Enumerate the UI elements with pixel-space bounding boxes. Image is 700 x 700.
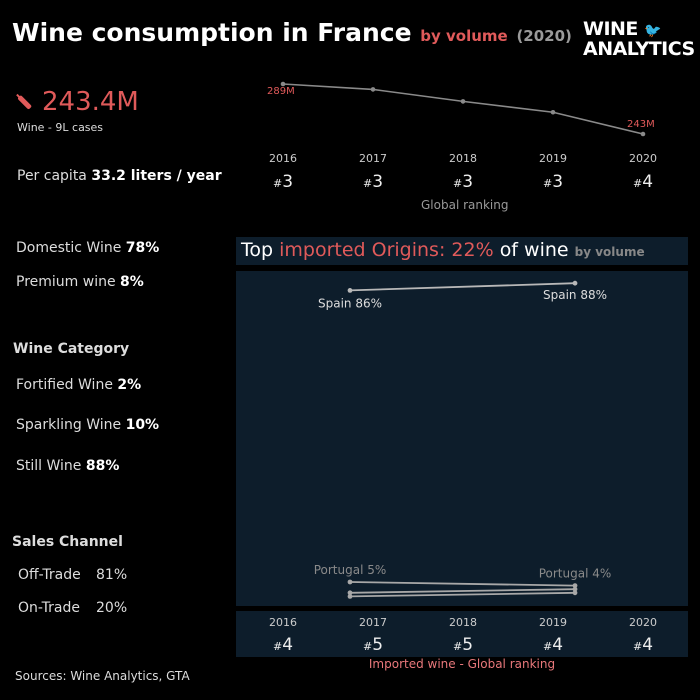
- imported-header-bg: [236, 237, 688, 265]
- category-value: 2%: [117, 377, 142, 393]
- year-label: 2016: [269, 152, 297, 165]
- import-year-label: 2018: [449, 616, 477, 629]
- import-series-point: [572, 586, 578, 592]
- per-capita: Per capita 33.2 liters / year: [17, 168, 222, 184]
- year-label: 2017: [359, 152, 387, 165]
- title-main: Wine consumption in France: [12, 18, 412, 47]
- channel-value: 81%: [96, 567, 128, 583]
- domestic-label: Domestic Wine: [16, 240, 122, 256]
- imported-title-post: of wine: [499, 239, 569, 261]
- premium-value: 8%: [120, 274, 144, 290]
- import-year-label: 2016: [269, 616, 297, 629]
- year-label: 2020: [629, 152, 657, 165]
- import-series-line: [349, 588, 576, 594]
- category-sparkling: Sparkling Wine 10%: [16, 417, 159, 433]
- ranking-value: #3: [272, 172, 294, 192]
- ranking-value: #3: [452, 172, 474, 192]
- import-series-line: [349, 282, 576, 292]
- import-series-point: [347, 594, 353, 599]
- import-series-point: [347, 590, 353, 596]
- year-label: 2018: [449, 152, 477, 165]
- volume-point: [280, 81, 286, 87]
- category-value: 88%: [85, 458, 120, 474]
- volume-point: [550, 109, 556, 115]
- import-series-point: [572, 280, 578, 286]
- import-series-point: [347, 288, 353, 293]
- page-title: Wine consumption in France by volume (20…: [12, 18, 572, 47]
- imported-title-pre: Top: [241, 239, 274, 261]
- kpi-value: 243.4M: [42, 87, 139, 117]
- import-ranking-value: #4: [632, 635, 654, 655]
- import-series-point: [572, 590, 578, 596]
- channel-label: On-Trade: [18, 600, 80, 616]
- volume-point: [370, 87, 376, 92]
- volume-label-first: 289M: [267, 86, 295, 97]
- category-still: Still Wine 88%: [16, 458, 119, 474]
- kpi-subtitle: Wine - 9L cases: [17, 121, 104, 134]
- source-note: Sources: Wine Analytics, GTA: [15, 669, 190, 683]
- import-ranking-value: #5: [452, 635, 474, 655]
- import-series-point: [572, 583, 578, 588]
- ranking-value: #3: [542, 172, 564, 192]
- volume-label-last: 243M: [627, 119, 655, 130]
- imported-title: Top imported Origins: 22% of wine by vol…: [241, 239, 645, 261]
- volume-point: [640, 131, 646, 137]
- bird-icon: 🐦: [644, 23, 661, 39]
- bottle-icon: [16, 93, 34, 115]
- imported-chart-panel: [236, 271, 688, 606]
- domestic-wine: Domestic Wine 78%: [16, 240, 159, 256]
- import-label-start: Spain 86%: [318, 296, 382, 310]
- imported-title-red: imported Origins: 22%: [279, 239, 494, 261]
- import-label-end: Portugal 4%: [539, 567, 612, 581]
- channel-off-trade: Off-Trade 81%: [18, 567, 127, 583]
- import-series-line: [349, 591, 576, 598]
- category-fortified: Fortified Wine 2%: [16, 377, 141, 393]
- sales-channel-title: Sales Channel: [12, 534, 123, 550]
- logo-line2: ANALYTICS: [583, 38, 695, 60]
- category-value: 10%: [125, 417, 160, 433]
- import-series-line: [349, 581, 576, 587]
- import-label-end: Spain 88%: [543, 288, 607, 302]
- category-label: Still Wine: [16, 458, 82, 474]
- volume-point: [460, 99, 466, 104]
- import-ranking-value: #4: [272, 635, 294, 655]
- import-label-start: Portugal 5%: [314, 563, 387, 577]
- channel-label: Off-Trade: [18, 567, 81, 583]
- ranking-value: #3: [362, 172, 384, 192]
- logo-line1: WINE: [583, 18, 638, 40]
- per-capita-label: Per capita: [17, 168, 87, 184]
- title-year: (2020): [516, 27, 572, 45]
- category-label: Fortified Wine: [16, 377, 113, 393]
- wine-analytics-logo: WINE 🐦 ANALYTICS: [583, 18, 695, 60]
- global-ranking-caption: Global ranking: [421, 198, 509, 212]
- import-year-label: 2020: [629, 616, 657, 629]
- premium-label: Premium wine: [16, 274, 116, 290]
- import-series-point: [347, 579, 353, 585]
- premium-wine: Premium wine 8%: [16, 274, 144, 290]
- import-ranking-value: #5: [362, 635, 384, 655]
- ranking-value: #4: [632, 172, 654, 192]
- imported-ranking-panel: [236, 611, 688, 657]
- title-by-volume: by volume: [420, 27, 508, 45]
- per-capita-value: 33.2 liters / year: [91, 168, 222, 184]
- year-label: 2019: [539, 152, 567, 165]
- channel-on-trade: On-Trade 20%: [18, 600, 127, 616]
- wine-category-title: Wine Category: [13, 341, 130, 357]
- import-year-label: 2019: [539, 616, 567, 629]
- imported-caption: Imported wine - Global ranking: [368, 657, 556, 671]
- channel-value: 20%: [96, 600, 128, 616]
- import-year-label: 2017: [359, 616, 387, 629]
- imported-title-small: by volume: [574, 245, 645, 259]
- import-ranking-value: #4: [542, 635, 564, 655]
- category-label: Sparkling Wine: [16, 417, 122, 433]
- domestic-value: 78%: [125, 240, 160, 256]
- volume-line: [282, 83, 644, 135]
